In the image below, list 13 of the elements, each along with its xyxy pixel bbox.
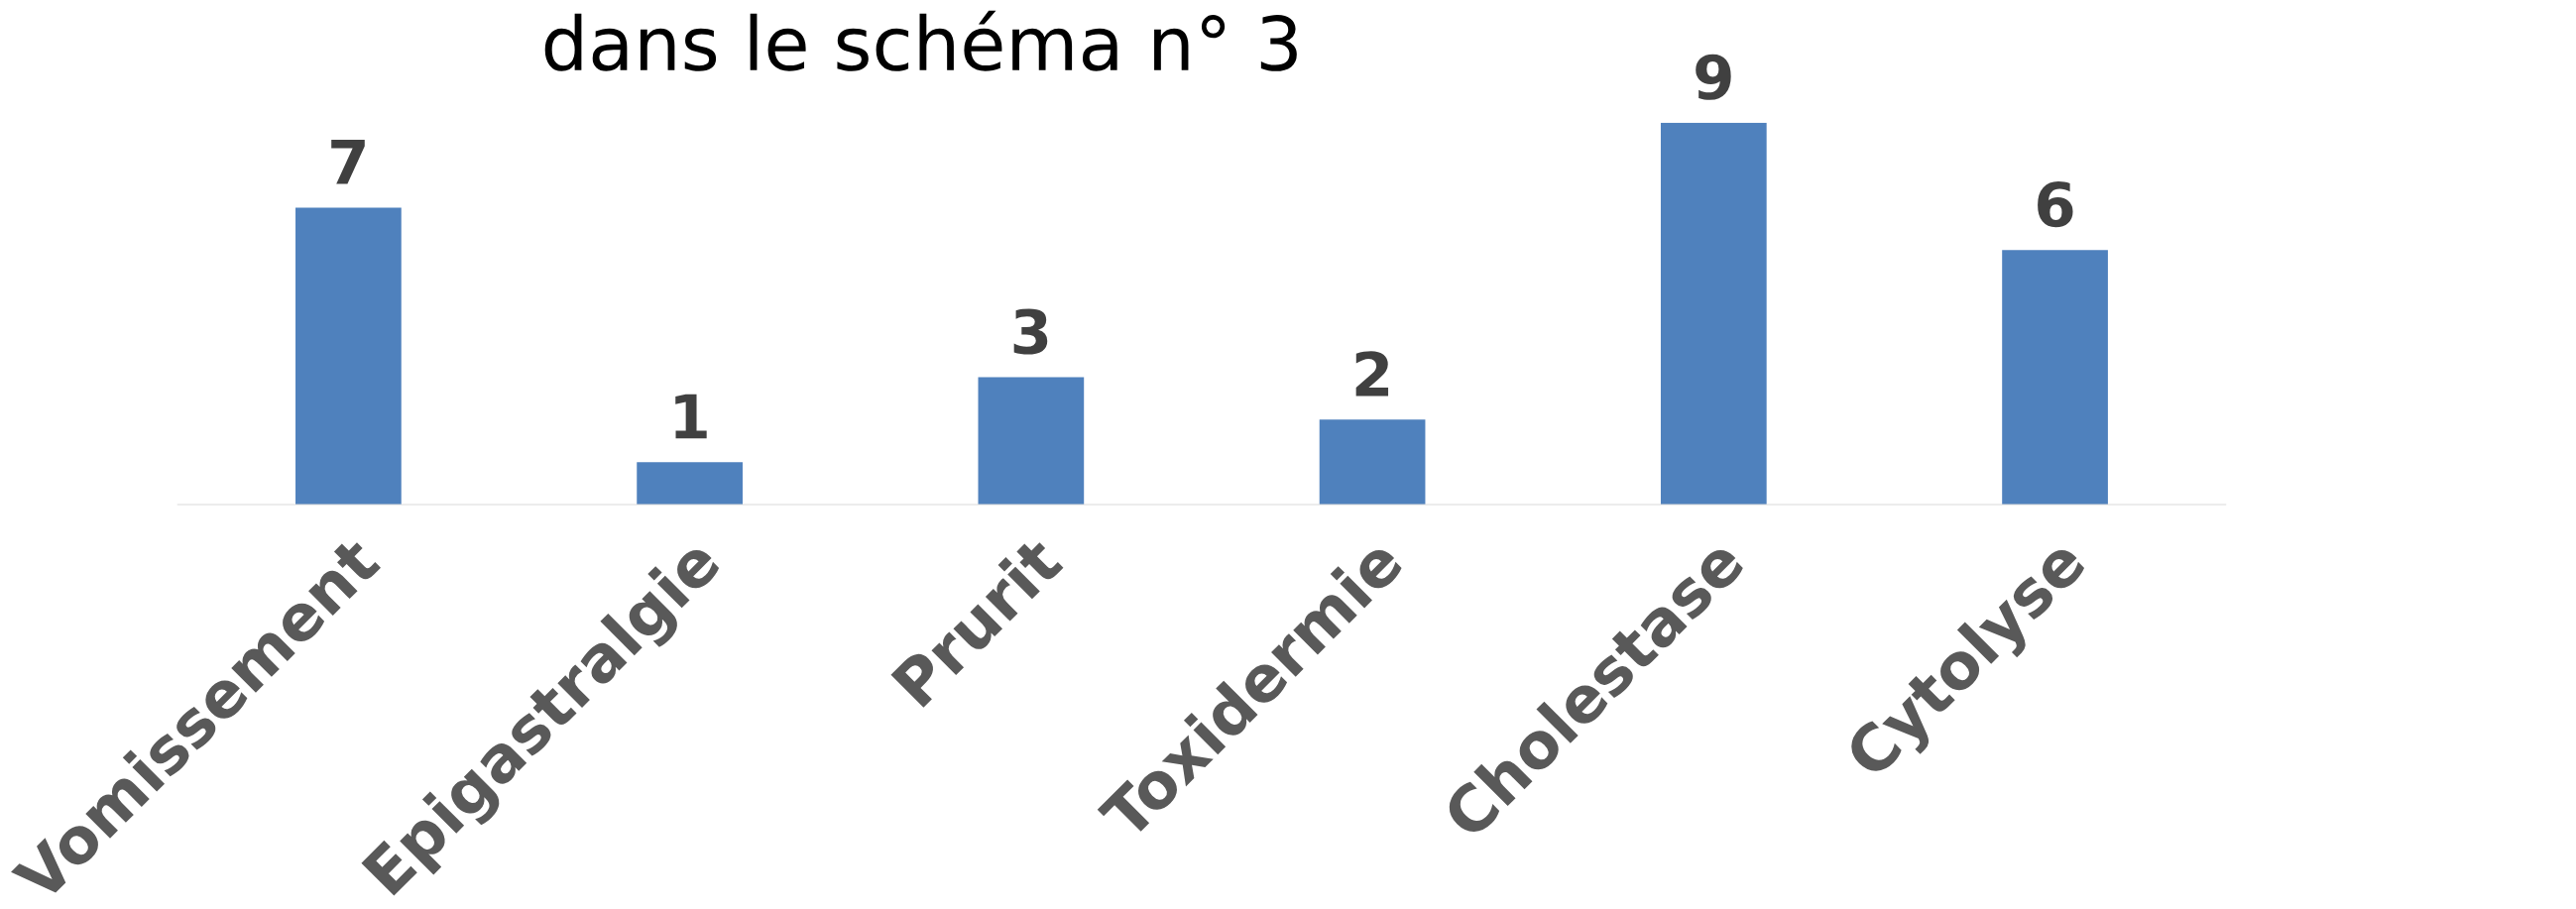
data-label: 3 [1013,308,1048,355]
bar [2002,250,2108,505]
chart-title: dans le schéma n° 3 [544,10,1297,71]
bar [637,462,743,505]
bar [1319,419,1426,505]
bar [1660,122,1767,505]
data-label: 9 [1696,54,1731,100]
data-label: 6 [2038,181,2073,228]
bar [295,207,402,505]
data-label: 2 [1355,351,1389,397]
bar [978,377,1085,505]
data-label: 7 [331,140,365,184]
data-label: 1 [675,394,707,439]
